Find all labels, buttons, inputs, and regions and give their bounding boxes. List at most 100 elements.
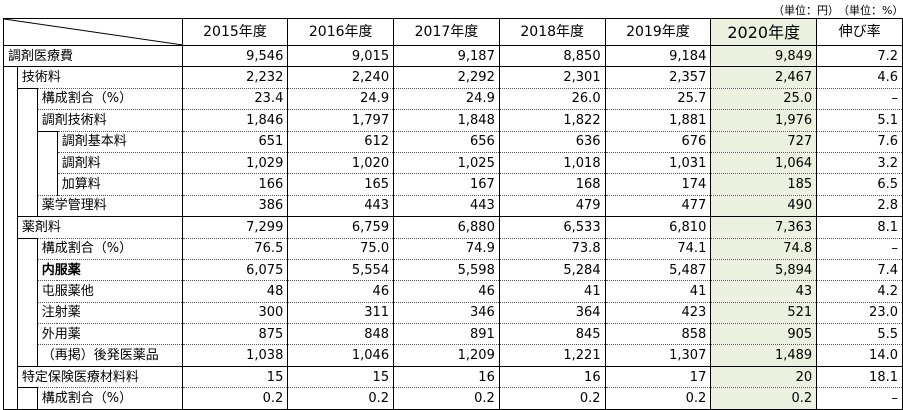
value-cell: 5,284 (498, 258, 606, 282)
indent-spacer (3, 173, 18, 196)
value-cell: 25.7 (604, 87, 712, 111)
table-row: 加算料 166 165 167 168 174 185 6.5 (3, 173, 903, 196)
value-cell: 41 (604, 280, 712, 303)
unit-percent-label: （単位：%） (838, 4, 903, 17)
indent-spacer (3, 216, 18, 239)
value-cell: 46 (287, 280, 395, 303)
indent-spacer (3, 109, 18, 132)
value-cell: 443 (393, 194, 500, 218)
row-label: 外用薬 (36, 323, 183, 346)
growth-rate-cell: 7.4 (816, 258, 903, 282)
table-row: 薬学管理料 386 443 443 479 477 490 2.8 (3, 194, 903, 218)
value-cell: 490 (710, 194, 818, 218)
row-label: 構成割合（%） (36, 387, 183, 410)
indent-spacer (16, 173, 38, 196)
row-label: 加算料 (56, 173, 183, 196)
indent-spacer (3, 195, 18, 217)
indent-spacer (16, 131, 38, 153)
value-cell: 1,064 (710, 151, 818, 175)
value-cell: 1,046 (287, 344, 395, 367)
value-cell: 165 (287, 173, 395, 196)
value-cell: 15 (287, 365, 395, 389)
growth-rate-cell: 7.6 (816, 130, 903, 153)
value-cell: 0.2 (498, 387, 606, 410)
table-row: 屯服薬他 48 46 46 41 41 43 4.2 (3, 280, 903, 303)
indent-spacer (16, 237, 38, 260)
value-cell: 75.0 (287, 237, 395, 260)
indent-spacer (16, 387, 38, 410)
value-cell: 1,307 (604, 344, 712, 367)
value-cell: 346 (393, 301, 500, 325)
value-cell: 74.9 (393, 237, 500, 260)
value-cell: 6,810 (604, 216, 712, 239)
growth-rate-cell: 4.2 (816, 280, 903, 303)
row-label: 内服薬 (36, 258, 183, 282)
value-cell: 905 (710, 323, 818, 346)
value-cell: 15 (181, 365, 289, 389)
value-cell: 5,894 (710, 258, 818, 282)
indent-spacer (36, 130, 58, 153)
row-label: 調剤医療費 (3, 44, 183, 68)
table-row: 調剤医療費 9,546 9,015 9,187 8,850 9,184 9,849 7.2 (3, 44, 903, 68)
value-cell: 2,301 (498, 66, 606, 89)
header-growth-rate: 伸び率 (816, 18, 903, 46)
value-cell: 2,467 (710, 66, 818, 89)
value-cell: 6,759 (287, 216, 395, 239)
value-cell: 73.8 (498, 237, 606, 260)
indent-spacer (3, 66, 18, 89)
value-cell: 16 (393, 365, 500, 389)
value-cell: 5,554 (287, 258, 395, 282)
value-cell: 0.2 (181, 387, 289, 410)
row-label: 調剤基本料 (56, 130, 183, 153)
value-cell: 364 (498, 301, 606, 325)
value-cell: 9,187 (393, 44, 500, 68)
indent-spacer (36, 173, 58, 196)
value-cell: 845 (498, 323, 606, 346)
table-row: 構成割合（%） 76.5 75.0 74.9 73.8 74.1 74.8– (3, 237, 903, 260)
row-label: （再掲）後発医薬品 (36, 344, 183, 367)
row-label: 調剤技術料 (36, 109, 183, 132)
value-cell: 727 (710, 130, 818, 153)
value-cell: 168 (498, 173, 606, 196)
table-body: 2015年度 2016年度 2017年度 2018年度 2019年度 2020年… (3, 18, 903, 410)
value-cell: 24.9 (287, 87, 395, 111)
value-cell: 612 (287, 130, 395, 153)
value-cell: 1,846 (181, 109, 289, 132)
growth-rate-cell: – (816, 87, 903, 111)
value-cell: 46 (393, 280, 500, 303)
growth-rate-cell: 7.2 (816, 44, 903, 68)
value-cell: 1,209 (393, 344, 500, 367)
row-label: 薬剤料 (16, 216, 183, 239)
value-cell: 1,848 (393, 109, 500, 132)
row-label: 構成割合（%） (36, 87, 183, 111)
indent-spacer (16, 195, 38, 217)
value-cell: 6,880 (393, 216, 500, 239)
row-label: 注射薬 (36, 301, 183, 325)
value-cell: 2,232 (181, 66, 289, 89)
value-cell: 1,038 (181, 344, 289, 367)
value-cell: 24.9 (393, 87, 500, 111)
growth-rate-cell: 4.6 (816, 66, 903, 89)
value-cell: 174 (604, 173, 712, 196)
value-cell: 0.2 (287, 387, 395, 410)
indent-spacer (16, 280, 38, 303)
value-cell: 2,240 (287, 66, 395, 89)
indent-spacer (16, 323, 38, 345)
value-cell: 167 (393, 173, 500, 196)
value-cell: 858 (604, 323, 712, 346)
value-cell: 9,546 (181, 44, 289, 68)
table-row: 内服薬 6,075 5,554 5,598 5,284 5,487 5,894 7.4 (3, 258, 903, 282)
value-cell: 656 (393, 130, 500, 153)
diagonal-line (4, 19, 182, 45)
value-cell: 17 (604, 365, 712, 389)
table-row: 特定保険医療材料料 15 15 16 16 17 20 18.1 (3, 365, 903, 389)
value-cell: 1,822 (498, 109, 606, 132)
growth-rate-cell: 5.5 (816, 323, 903, 346)
value-cell: 25.0 (710, 87, 818, 111)
value-cell: 76.5 (181, 237, 289, 260)
table-row: 外用薬 875 848 891 845 858 905 5.5 (3, 323, 903, 346)
value-cell: 1,976 (710, 109, 818, 132)
value-cell: 20 (710, 365, 818, 389)
row-label: 構成割合（%） (36, 237, 183, 260)
value-cell: 74.1 (604, 237, 712, 260)
